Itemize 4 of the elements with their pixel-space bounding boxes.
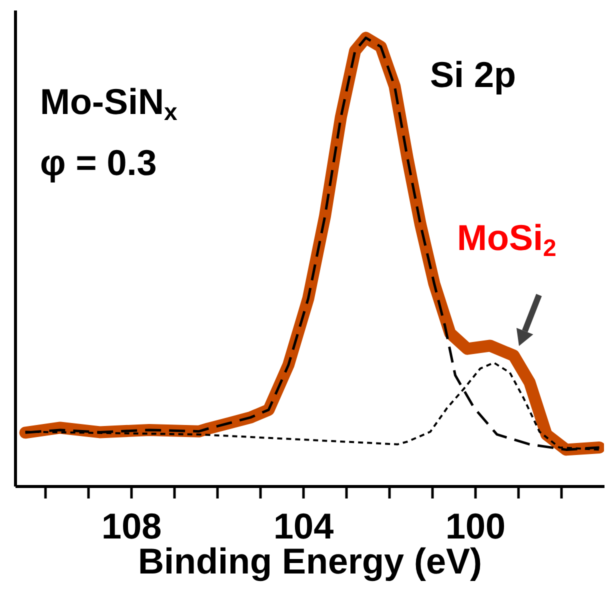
annotation: φ = 0.3 — [40, 142, 157, 183]
annotation: Mo-SiN$_{x}$ — [40, 81, 178, 126]
annotation: MoSi$_{2}$ — [457, 217, 556, 262]
annotation: Si 2p — [430, 54, 516, 95]
